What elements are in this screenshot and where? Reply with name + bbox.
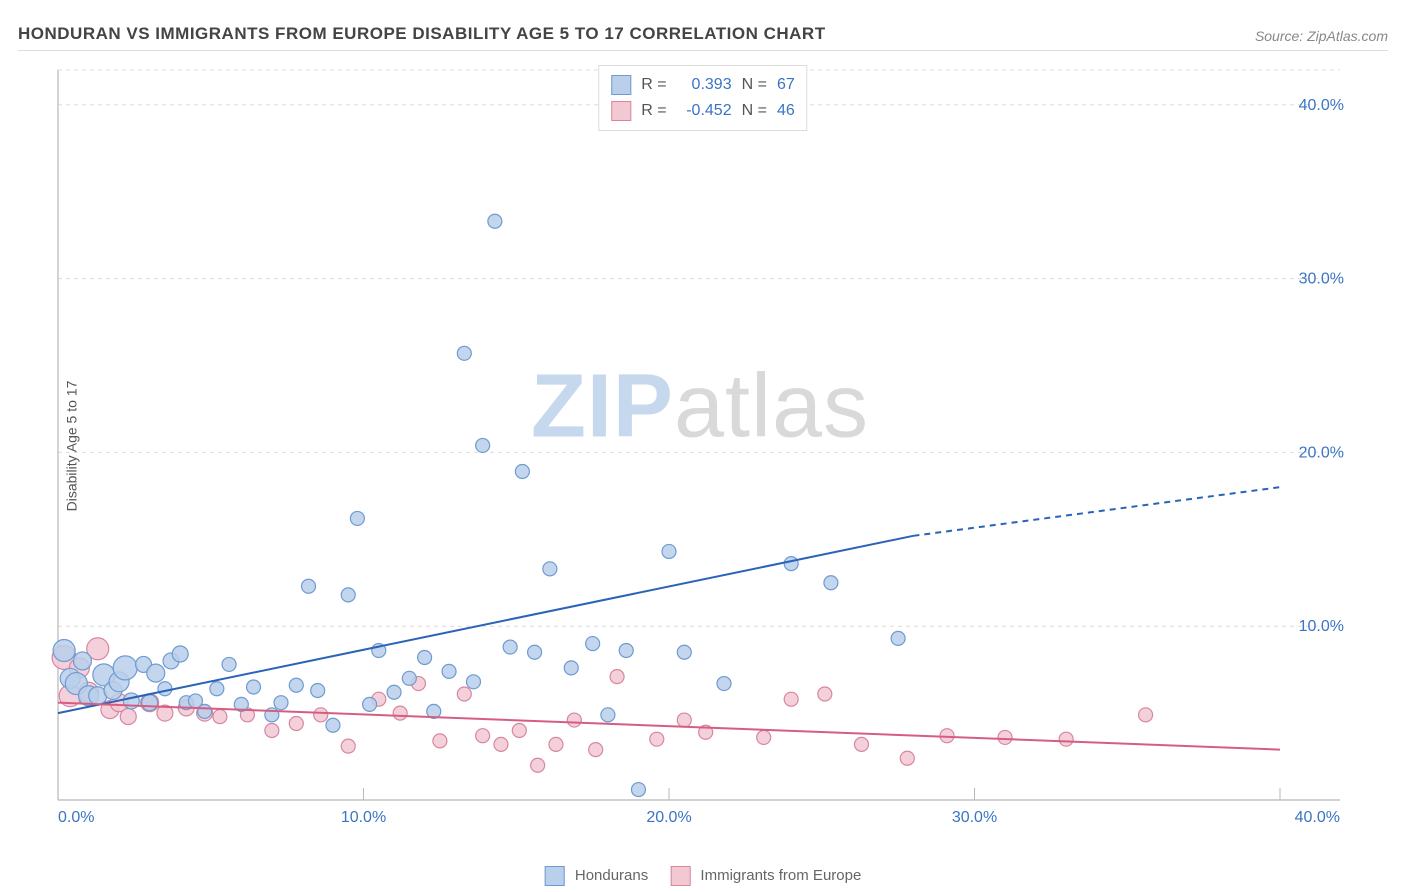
- svg-text:40.0%: 40.0%: [1295, 809, 1340, 826]
- svg-text:10.0%: 10.0%: [1299, 618, 1344, 635]
- chart-title: HONDURAN VS IMMIGRANTS FROM EUROPE DISAB…: [18, 24, 826, 44]
- svg-text:20.0%: 20.0%: [1299, 444, 1344, 461]
- legend-item-hondurans: Hondurans: [545, 866, 649, 886]
- legend-label-hondurans: Hondurans: [575, 867, 648, 884]
- n-value-hondurans: 67: [777, 72, 795, 98]
- r-label: R =: [641, 72, 666, 98]
- n-value-europe: 46: [777, 98, 795, 124]
- svg-text:20.0%: 20.0%: [646, 809, 691, 826]
- legend-row-hondurans: R = 0.393 N = 67: [611, 72, 794, 98]
- legend-label-europe: Immigrants from Europe: [700, 867, 861, 884]
- svg-text:30.0%: 30.0%: [1299, 271, 1344, 288]
- svg-text:30.0%: 30.0%: [952, 809, 997, 826]
- series-legend: Hondurans Immigrants from Europe: [545, 866, 862, 886]
- n-label: N =: [742, 72, 767, 98]
- plot-area: 10.0% 20.0% 30.0% 40.0% 0.0% 10.0% 20.0% 30.0% 4…: [50, 60, 1350, 830]
- swatch-europe-icon: [670, 866, 690, 886]
- svg-text:0.0%: 0.0%: [58, 809, 94, 826]
- r-value-europe: -0.452: [677, 98, 732, 124]
- source-attribution: Source: ZipAtlas.com: [1255, 28, 1388, 44]
- swatch-hondurans: [611, 75, 631, 95]
- r-value-hondurans: 0.393: [677, 72, 732, 98]
- n-label: N =: [742, 98, 767, 124]
- svg-text:10.0%: 10.0%: [341, 809, 386, 826]
- legend-item-europe: Immigrants from Europe: [670, 866, 861, 886]
- chart-svg: 10.0% 20.0% 30.0% 40.0% 0.0% 10.0% 20.0% 30.0% 4…: [50, 60, 1350, 830]
- svg-text:40.0%: 40.0%: [1299, 97, 1344, 114]
- legend-row-europe: R = -0.452 N = 46: [611, 98, 794, 124]
- r-label: R =: [641, 98, 666, 124]
- swatch-hondurans-icon: [545, 866, 565, 886]
- correlation-legend: R = 0.393 N = 67 R = -0.452 N = 46: [598, 65, 807, 131]
- swatch-europe: [611, 101, 631, 121]
